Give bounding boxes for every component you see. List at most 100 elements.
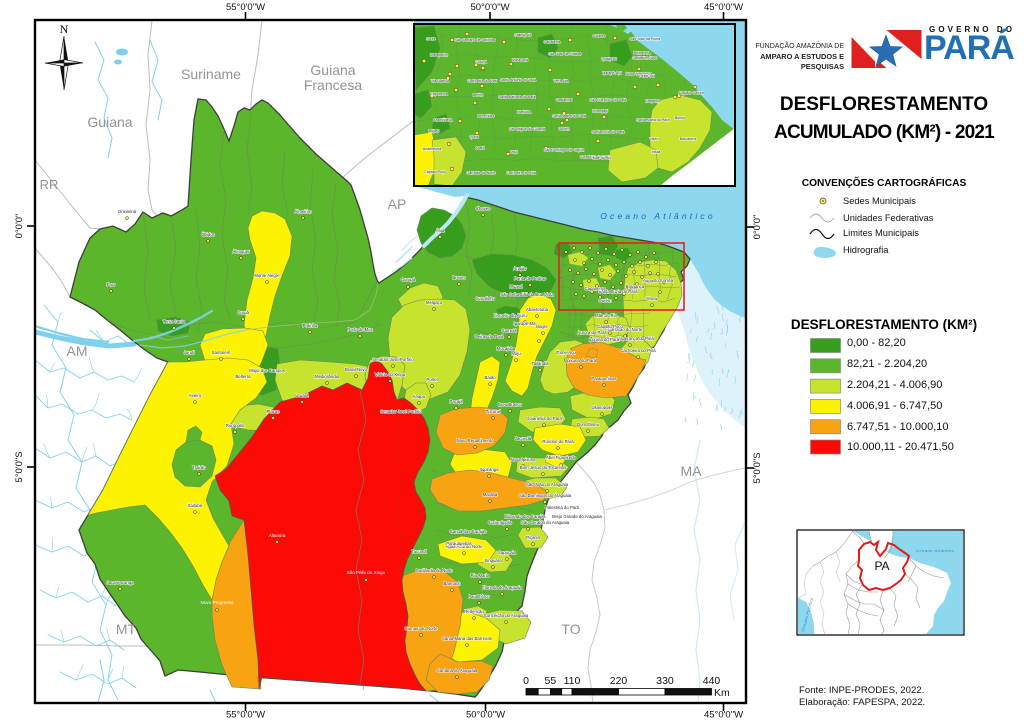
svg-text:Marabá: Marabá <box>483 492 498 497</box>
svg-text:Abaetetuba: Abaetetuba <box>423 147 441 151</box>
svg-text:Palestina do Pará: Palestina do Pará <box>545 505 580 510</box>
svg-text:Soure: Soure <box>426 37 436 41</box>
svg-text:Inhangapi: Inhangapi <box>592 109 608 113</box>
svg-text:Oriximiná: Oriximiná <box>118 209 137 214</box>
svg-text:5°0'0"S: 5°0'0"S <box>752 452 763 483</box>
svg-text:Redenção: Redenção <box>464 609 484 614</box>
svg-text:45°0'0"W: 45°0'0"W <box>704 710 743 721</box>
svg-text:Monte Alegre: Monte Alegre <box>254 273 280 278</box>
svg-text:Aurora do Pará: Aurora do Pará <box>577 330 607 335</box>
svg-text:Santa Luzia do Pará: Santa Luzia do Pará <box>599 289 639 294</box>
svg-text:Nova Esperança do Piriá: Nova Esperança do Piriá <box>606 336 654 341</box>
svg-text:55: 55 <box>545 675 557 687</box>
svg-text:São João de Pirabas: São João de Pirabas <box>548 52 582 56</box>
svg-text:Salinópolis: Salinópolis <box>514 33 532 37</box>
svg-text:Capanema: Capanema <box>584 286 606 291</box>
svg-text:50°0'0"W: 50°0'0"W <box>470 2 509 13</box>
svg-text:Curionópolis: Curionópolis <box>488 520 512 525</box>
svg-text:Nova Ipixuna: Nova Ipixuna <box>510 457 536 462</box>
svg-text:Augusto Corrêa: Augusto Corrêa <box>678 91 703 95</box>
svg-text:Floresta do Araguaia: Floresta do Araguaia <box>482 585 522 590</box>
svg-text:Oceano Atlântico: Oceano Atlântico <box>600 211 716 221</box>
svg-text:Primavera: Primavera <box>634 51 650 55</box>
svg-text:MA: MA <box>681 463 703 479</box>
svg-text:Pacajá: Pacajá <box>449 399 463 404</box>
svg-text:Castanhal: Castanhal <box>556 98 572 102</box>
svg-text:Brejo Grande do Araguaia: Brejo Grande do Araguaia <box>552 514 602 519</box>
svg-text:São Geraldo do Araguaia: São Geraldo do Araguaia <box>521 520 570 525</box>
svg-text:Santa Luzia do Pará: Santa Luzia do Pará <box>592 130 625 134</box>
svg-text:Dom Eliseu: Dom Eliseu <box>577 422 600 427</box>
svg-text:Mojuí dos Campos: Mojuí dos Campos <box>249 368 285 373</box>
svg-text:Pau D'Arco: Pau D'Arco <box>468 594 490 599</box>
svg-text:5°0'0"S: 5°0'0"S <box>14 451 25 482</box>
svg-text:Portel: Portel <box>426 377 437 382</box>
svg-text:Melgaço: Melgaço <box>426 300 443 305</box>
svg-text:Tomé-Açu: Tomé-Açu <box>556 350 576 355</box>
svg-text:Bom Jesus do Tocantins: Bom Jesus do Tocantins <box>520 465 567 470</box>
svg-text:TO: TO <box>561 621 580 637</box>
svg-text:Rio Maria: Rio Maria <box>471 573 490 578</box>
svg-text:45°0'0"W: 45°0'0"W <box>704 2 743 13</box>
svg-text:110: 110 <box>564 675 581 687</box>
svg-text:Benevides: Benevides <box>478 114 495 118</box>
svg-text:Conceição do Araguaia: Conceição do Araguaia <box>484 613 529 618</box>
svg-text:Paragominas: Paragominas <box>591 376 616 381</box>
svg-text:Jacareacanga: Jacareacanga <box>107 580 135 585</box>
svg-text:Oeiras do Pará: Oeiras do Pará <box>475 334 505 339</box>
svg-text:55°0'0"W: 55°0'0"W <box>226 2 265 13</box>
svg-text:Aveiro: Aveiro <box>189 393 202 398</box>
svg-text:Terra Alta: Terra Alta <box>553 79 568 83</box>
svg-text:Faro: Faro <box>107 282 116 287</box>
svg-text:Santana do Araguaia: Santana do Araguaia <box>437 668 478 673</box>
svg-text:N: N <box>60 22 69 36</box>
svg-text:Km: Km <box>714 687 730 699</box>
svg-text:São João do Araguaia: São João do Araguaia <box>526 482 569 487</box>
svg-text:Cumaru do Norte: Cumaru do Norte <box>405 626 439 631</box>
svg-text:Cametá: Cametá <box>501 328 517 333</box>
svg-text:Porto de Moz: Porto de Moz <box>347 327 373 332</box>
svg-text:Almeirim: Almeirim <box>295 209 312 214</box>
svg-text:São João da Ponta: São João da Ponta <box>630 37 661 41</box>
svg-text:São Caetano de Odivelas: São Caetano de Odivelas <box>455 38 496 42</box>
svg-text:Afuá: Afuá <box>436 228 445 233</box>
svg-text:Vitória do Xingu: Vitória do Xingu <box>375 372 406 377</box>
svg-text:Xinguara: Xinguara <box>484 558 502 563</box>
svg-text:Bragança: Bragança <box>626 284 645 289</box>
svg-text:Santarém: Santarém <box>212 350 231 355</box>
svg-text:São Domingos do Capim: São Domingos do Capim <box>544 148 584 152</box>
svg-text:Ananindeua: Ananindeua <box>433 118 452 122</box>
svg-text:São Miguel do Guamá: São Miguel do Guamá <box>509 127 545 131</box>
svg-text:Tucumã: Tucumã <box>411 549 427 554</box>
svg-text:Breves: Breves <box>452 275 465 280</box>
svg-text:Guiana: Guiana <box>310 62 355 78</box>
svg-text:Sapucaia: Sapucaia <box>498 550 517 555</box>
svg-text:Vigia: Vigia <box>652 37 660 41</box>
svg-text:Rurópolis: Rurópolis <box>226 423 244 428</box>
svg-text:Guiana: Guiana <box>87 114 132 130</box>
svg-text:Curralinho: Curralinho <box>475 296 495 301</box>
svg-text:MT: MT <box>116 621 137 637</box>
svg-text:Capitão Poço: Capitão Poço <box>597 324 623 329</box>
svg-text:Eldorado dos Carajás: Eldorado dos Carajás <box>504 514 545 519</box>
svg-text:Santa Bárbara do Pará: Santa Bárbara do Pará <box>499 95 536 99</box>
svg-text:Tucuruí: Tucuruí <box>486 409 501 414</box>
svg-text:Cachoeira do Piriá: Cachoeira do Piriá <box>620 348 656 353</box>
svg-text:50°0'0"W: 50°0'0"W <box>466 710 505 721</box>
svg-text:Marituba: Marituba <box>517 110 531 114</box>
svg-text:55°0'0"W: 55°0'0"W <box>226 710 265 721</box>
svg-text:Novo Progresso: Novo Progresso <box>201 600 234 605</box>
svg-text:Novo Repartimento: Novo Repartimento <box>456 438 494 443</box>
svg-text:Curuá: Curuá <box>237 310 249 315</box>
svg-text:Canaã dos Carajás: Canaã dos Carajás <box>450 529 487 534</box>
svg-text:Ourém: Ourém <box>559 127 570 131</box>
svg-text:Mocajuba: Mocajuba <box>497 346 516 351</box>
svg-text:AM: AM <box>67 343 88 359</box>
svg-text:Santa Maria das Barreiras: Santa Maria das Barreiras <box>442 636 492 641</box>
svg-text:Abel Figueiredo: Abel Figueiredo <box>546 455 577 460</box>
svg-text:Piçarra: Piçarra <box>526 535 540 540</box>
svg-text:Peixe-Boi: Peixe-Boi <box>639 74 655 78</box>
svg-text:Medicilândia: Medicilândia <box>315 374 339 379</box>
svg-text:Óbidos: Óbidos <box>201 232 215 237</box>
svg-text:Terra Santa: Terra Santa <box>163 319 186 324</box>
